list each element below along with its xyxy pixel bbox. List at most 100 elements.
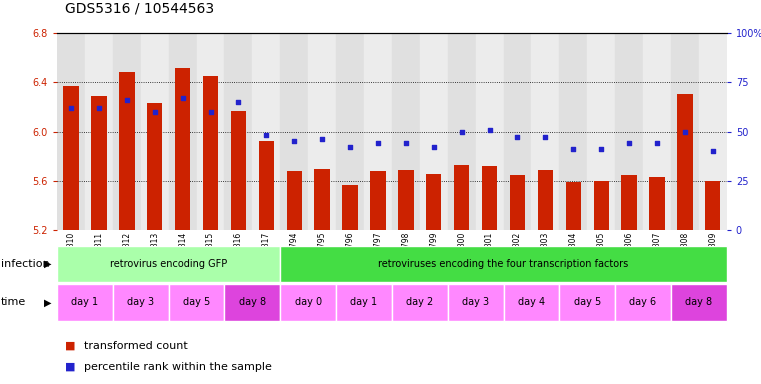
Bar — [531, 33, 559, 230]
Point — [679, 129, 691, 135]
Point — [260, 132, 272, 139]
Point — [651, 140, 663, 146]
Text: retroviruses encoding the four transcription factors: retroviruses encoding the four transcrip… — [378, 259, 629, 269]
Text: day 6: day 6 — [629, 297, 657, 308]
Point — [344, 144, 356, 151]
Point — [707, 148, 719, 154]
Bar — [342, 185, 358, 230]
Text: day 2: day 2 — [406, 297, 434, 308]
Text: percentile rank within the sample: percentile rank within the sample — [84, 362, 272, 372]
Bar — [677, 94, 693, 230]
Bar — [504, 33, 531, 230]
Point — [205, 109, 217, 115]
Text: ■: ■ — [65, 341, 75, 351]
Bar — [615, 284, 671, 321]
Bar — [63, 86, 78, 230]
Point — [148, 109, 161, 115]
Bar — [504, 284, 559, 321]
Text: day 5: day 5 — [574, 297, 601, 308]
Bar — [57, 284, 113, 321]
Text: infection: infection — [1, 259, 49, 269]
Text: day 5: day 5 — [183, 297, 210, 308]
Bar — [447, 284, 504, 321]
Bar — [57, 33, 85, 230]
Bar — [308, 33, 336, 230]
Bar — [482, 166, 497, 230]
Point — [428, 144, 440, 151]
Text: time: time — [1, 297, 26, 308]
Point — [177, 95, 189, 101]
Text: day 1: day 1 — [351, 297, 377, 308]
Bar — [565, 182, 581, 230]
Text: day 8: day 8 — [239, 297, 266, 308]
Bar — [538, 170, 553, 230]
Text: day 8: day 8 — [686, 297, 712, 308]
Bar — [169, 33, 196, 230]
Bar — [85, 33, 113, 230]
Point — [483, 126, 495, 132]
Point — [232, 99, 244, 105]
Point — [623, 140, 635, 146]
Point — [65, 105, 77, 111]
Bar — [671, 284, 727, 321]
Text: retrovirus encoding GFP: retrovirus encoding GFP — [110, 259, 228, 269]
Bar — [615, 33, 643, 230]
Bar — [447, 33, 476, 230]
Bar — [364, 33, 392, 230]
Bar — [454, 165, 470, 230]
Bar — [169, 284, 224, 321]
Bar — [587, 33, 615, 230]
Bar — [141, 33, 169, 230]
Point — [595, 146, 607, 152]
Bar — [280, 284, 336, 321]
Text: day 3: day 3 — [127, 297, 154, 308]
Text: day 4: day 4 — [518, 297, 545, 308]
Bar — [224, 33, 253, 230]
Bar — [705, 181, 721, 230]
Bar — [231, 111, 246, 230]
Bar — [113, 284, 169, 321]
Text: ▶: ▶ — [44, 297, 52, 308]
Bar — [594, 181, 609, 230]
Text: GDS5316 / 10544563: GDS5316 / 10544563 — [65, 2, 214, 15]
Bar — [392, 33, 420, 230]
Bar — [119, 72, 135, 230]
Point — [121, 97, 133, 103]
Bar — [336, 33, 364, 230]
Bar — [643, 33, 671, 230]
Bar — [91, 96, 107, 230]
Bar — [196, 33, 224, 230]
Bar — [253, 33, 280, 230]
Bar — [649, 177, 664, 230]
Bar — [392, 284, 447, 321]
Bar — [559, 284, 615, 321]
Text: day 1: day 1 — [72, 297, 98, 308]
Bar — [426, 174, 441, 230]
Bar — [510, 175, 525, 230]
Bar — [622, 175, 637, 230]
Text: transformed count: transformed count — [84, 341, 187, 351]
Bar — [476, 33, 504, 230]
Bar — [559, 33, 587, 230]
Point — [511, 134, 524, 141]
Point — [93, 105, 105, 111]
Bar — [280, 33, 308, 230]
Bar — [314, 169, 330, 230]
Text: ■: ■ — [65, 362, 75, 372]
Bar — [203, 76, 218, 230]
Bar — [420, 33, 447, 230]
Text: ▶: ▶ — [44, 259, 52, 269]
Bar — [336, 284, 392, 321]
Point — [456, 129, 468, 135]
Text: day 3: day 3 — [462, 297, 489, 308]
Bar — [147, 103, 162, 230]
Point — [540, 134, 552, 141]
Point — [288, 138, 301, 144]
Bar — [280, 246, 727, 282]
Bar — [224, 284, 280, 321]
Point — [372, 140, 384, 146]
Point — [316, 136, 328, 142]
Bar — [699, 33, 727, 230]
Bar — [57, 246, 280, 282]
Bar — [259, 141, 274, 230]
